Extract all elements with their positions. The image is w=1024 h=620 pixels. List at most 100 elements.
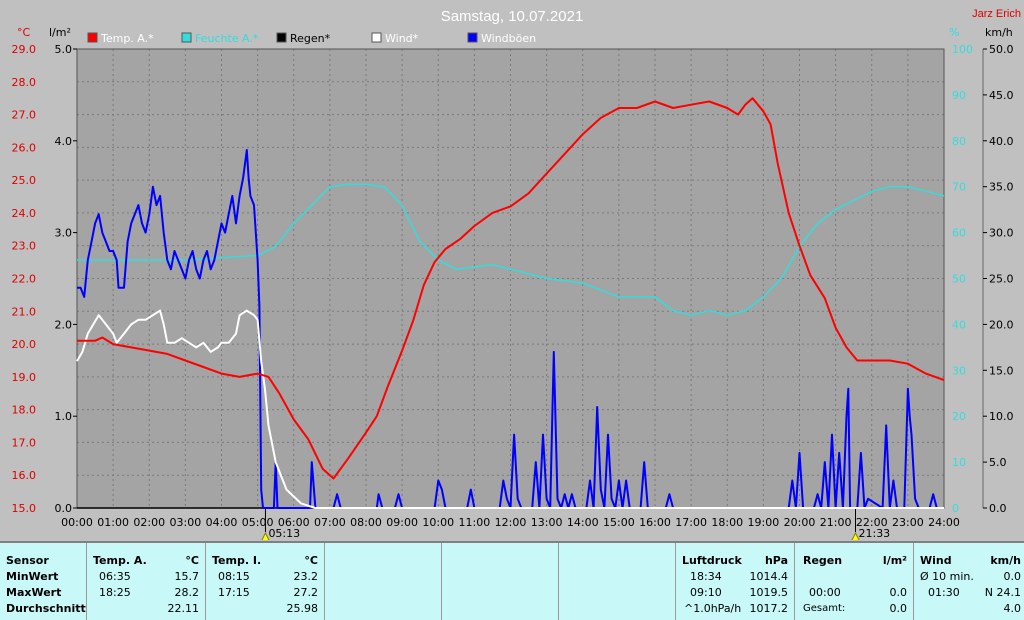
- series-feuchte-a: [77, 183, 945, 316]
- wind-header: Wind: [920, 554, 952, 567]
- series-wind: [76, 309, 944, 509]
- temp-a-min-time: 06:35: [99, 570, 131, 583]
- time-tick-label: 08:00: [350, 516, 382, 529]
- time-axis: 00:00 01:00 02:00 03:00 04:00 05:00 06:00 07:00…: [61, 508, 960, 540]
- time-tick-label: 11:00: [459, 516, 491, 529]
- grid-lines: [76, 48, 945, 509]
- wind-avg: 0.0: [1003, 570, 1022, 583]
- time-tick-label: 12:00: [495, 516, 527, 529]
- time-tick-label: 17:00: [675, 516, 707, 529]
- time-tick-label: 24:00: [928, 516, 960, 529]
- legend-label: Windböen: [481, 32, 536, 45]
- rain-tick-label: 1.0: [55, 410, 73, 423]
- row-label-min: MinWert: [6, 570, 59, 583]
- wind-mean: 4.0: [1003, 602, 1022, 615]
- temp-tick-label: 17.0: [12, 436, 37, 449]
- legend-swatch: [276, 32, 287, 43]
- legend-label: Regen*: [290, 32, 331, 45]
- col-temp-indoor: Temp. I. °C 08:15 23.2 17:15 27.2 25.98: [206, 543, 325, 620]
- wind-tick-label: 30.0: [989, 227, 1014, 240]
- legend-swatch: [467, 32, 478, 43]
- rain-unit-label: l/m²: [49, 26, 71, 39]
- wind-max-time: 01:30: [928, 586, 960, 599]
- col-empty-3: [559, 543, 676, 620]
- time-tick-label: 02:00: [133, 516, 165, 529]
- hum-tick-label: 10: [952, 456, 966, 469]
- rain-tick-label: 2.0: [55, 318, 73, 331]
- temp-a-min: 15.7: [174, 570, 200, 583]
- wind-tick-label: 10.0: [989, 410, 1014, 423]
- time-tick-label: 22:00: [856, 516, 888, 529]
- col-rain: Regen l/m² 00:00 0.0 Gesamt: 0.0: [795, 543, 914, 620]
- wind-tick-label: 25.0: [989, 273, 1014, 286]
- temp-i-avg: 25.98: [286, 602, 319, 615]
- wind-unit: km/h: [990, 554, 1021, 567]
- time-tick-label: 10:00: [422, 516, 454, 529]
- temp-tick-label: 18.0: [12, 404, 37, 417]
- row-label-avg: Durchschnitt: [6, 602, 86, 615]
- col-empty-1: [325, 543, 442, 620]
- time-tick-label: 20:00: [784, 516, 816, 529]
- legend-label: Wind*: [385, 32, 419, 45]
- hum-tick-label: 30: [952, 364, 966, 377]
- wind-tick-label: 15.0: [989, 364, 1014, 377]
- time-tick-label: 18:00: [711, 516, 743, 529]
- hum-tick-label: 80: [952, 135, 966, 148]
- temp-tick-label: 25.0: [12, 174, 37, 187]
- temp-i-max-time: 17:15: [218, 586, 250, 599]
- hum-tick-label: 60: [952, 227, 966, 240]
- wind-tick-label: 35.0: [989, 181, 1014, 194]
- row-label-max: MaxWert: [6, 586, 62, 599]
- rain-tick-label: 0.0: [55, 502, 73, 515]
- col-labels: Sensor MinWert MaxWert Durchschnitt: [0, 543, 87, 620]
- time-tick-label: 09:00: [386, 516, 418, 529]
- wind-tick-label: 0.0: [989, 502, 1007, 515]
- temp-a-avg: 22.11: [167, 602, 200, 615]
- temp-tick-label: 15.0: [12, 502, 37, 515]
- col-wind: Wind km/h Ø 10 min. 0.0 01:30 N 24.1 4.0: [914, 543, 1024, 620]
- sunset-icon: [851, 531, 860, 540]
- legend-swatch: [181, 32, 192, 43]
- legend-swatch: [87, 32, 98, 43]
- wind-unit-label: km/h: [985, 26, 1013, 39]
- col-pressure: Luftdruck hPa 18:34 1014.4 09:10 1019.5 …: [676, 543, 795, 620]
- pressure-unit: hPa: [764, 554, 788, 567]
- pressure-header: Luftdruck: [682, 554, 742, 567]
- temp-tick-label: 16.0: [12, 469, 37, 482]
- rain-total-label: Gesamt:: [803, 603, 846, 614]
- time-tick-label: 23:00: [892, 516, 924, 529]
- temp-a-unit: °C: [185, 554, 199, 567]
- pressure-trend-label: ^1.0hPa/h: [684, 602, 742, 615]
- temp-tick-label: 22.0: [12, 273, 37, 286]
- time-tick-label: 07:00: [314, 516, 346, 529]
- temp-i-min: 23.2: [293, 570, 319, 583]
- sunset-label: 21:33: [858, 527, 890, 540]
- temp-a-max: 28.2: [174, 586, 200, 599]
- pressure-avg: 1017.2: [749, 602, 789, 615]
- col-temp-outdoor: Temp. A. °C 06:35 15.7 18:25 28.2 22.11: [87, 543, 206, 620]
- temp-a-max-time: 18:25: [99, 586, 131, 599]
- chart-legend: Temp. A.* Feuchte A.* Regen* Wind* Windböen: [87, 32, 536, 45]
- hum-tick-label: 20: [952, 410, 966, 423]
- temp-tick-label: 24.0: [12, 207, 37, 220]
- time-tick-label: 00:00: [61, 516, 93, 529]
- rain-header: Regen: [803, 554, 843, 567]
- rain-tick-label: 5.0: [55, 43, 73, 56]
- temp-tick-label: 20.0: [12, 338, 37, 351]
- sunrise-icon: [261, 531, 270, 540]
- temp-tick-label: 28.0: [12, 76, 37, 89]
- temp-unit-label: °C: [17, 26, 31, 39]
- row-label-sensor: Sensor: [6, 554, 49, 567]
- temp-tick-label: 29.0: [12, 43, 37, 56]
- chart-series: [76, 97, 945, 509]
- temp-i-min-time: 08:15: [218, 570, 250, 583]
- time-tick-label: 01:00: [97, 516, 129, 529]
- temp-tick-label: 21.0: [12, 305, 37, 318]
- time-tick-label: 16:00: [639, 516, 671, 529]
- rain-max-time: 00:00: [809, 586, 841, 599]
- time-tick-label: 03:00: [170, 516, 202, 529]
- temp-i-header: Temp. I.: [212, 554, 262, 567]
- pressure-max: 1019.5: [749, 586, 789, 599]
- time-tick-label: 13:00: [531, 516, 563, 529]
- temp-i-unit: °C: [304, 554, 318, 567]
